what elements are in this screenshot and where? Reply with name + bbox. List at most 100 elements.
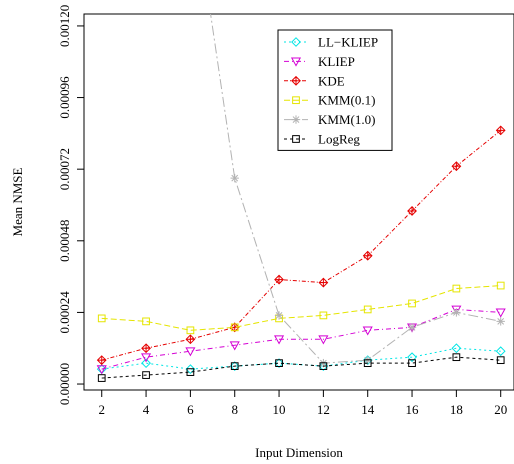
- data-point: [407, 323, 417, 332]
- data-point: [229, 361, 240, 372]
- x-tick-label: 10: [273, 402, 286, 417]
- data-point: [186, 326, 195, 335]
- y-tick-label: 0.00072: [57, 148, 72, 190]
- data-point: [274, 335, 285, 345]
- y-tick-label: 0.00096: [57, 76, 72, 119]
- x-tick-label: 16: [406, 402, 420, 417]
- data-point: [274, 274, 284, 285]
- y-axis: 0.00000 0.00024 0.00048 0.00072 0.00096 0.001…: [57, 5, 84, 405]
- y-tick-label: 0.00048: [57, 220, 72, 262]
- data-point: [185, 334, 196, 345]
- data-point: [408, 299, 416, 308]
- series-line: [101, 347, 501, 370]
- legend: LL−KLIEP KLIEP KDE KMM(0.1) KMM(1.0) LogReg: [277, 29, 393, 151]
- data-point: [97, 314, 106, 323]
- series-line: [101, 356, 501, 379]
- data-point: [452, 284, 461, 293]
- data-point: [319, 311, 328, 320]
- data-point: [142, 317, 150, 326]
- data-point: [274, 311, 284, 320]
- data-point: [407, 206, 417, 216]
- data-point: [495, 308, 506, 318]
- series-5: [97, 353, 505, 382]
- plot-frame: [83, 13, 514, 391]
- data-point: [230, 173, 239, 183]
- data-point: [407, 352, 417, 363]
- legend-box: [277, 29, 393, 151]
- data-point: [363, 359, 372, 368]
- data-point: [292, 96, 300, 105]
- data-point: [142, 371, 150, 379]
- legend-item: KMM(1.0): [284, 112, 375, 127]
- x-tick-label: 2: [98, 402, 105, 417]
- data-point: [274, 358, 284, 369]
- data-point: [495, 125, 506, 136]
- data-point: [292, 135, 300, 143]
- data-point: [495, 346, 506, 357]
- x-tick-label: 18: [450, 402, 463, 417]
- y-axis-title: Mean NMSE: [10, 167, 25, 236]
- data-point: [496, 317, 505, 326]
- legend-label: LL−KLIEP: [318, 35, 378, 50]
- series-line: [101, 308, 501, 370]
- x-axis: 2 4 6 8 10 12 14 16 18 20: [98, 390, 507, 417]
- data-point: [319, 362, 328, 370]
- x-tick-label: 20: [494, 402, 507, 417]
- data-point: [96, 355, 107, 366]
- data-point: [362, 326, 373, 336]
- legend-item: KDE: [284, 73, 345, 88]
- data-point: [318, 277, 329, 288]
- data-point: [363, 305, 372, 314]
- series-4: [210, 14, 505, 368]
- data-point: [291, 75, 301, 86]
- data-point: [496, 356, 505, 365]
- data-point: [141, 343, 151, 354]
- legend-label: KDE: [318, 73, 345, 88]
- series-line: [210, 14, 501, 364]
- data-point: [291, 115, 301, 124]
- data-point: [96, 365, 107, 375]
- data-point: [451, 343, 462, 354]
- series-line: [101, 129, 502, 361]
- x-axis-title: Input Dimension: [255, 445, 343, 460]
- data-point: [141, 358, 151, 369]
- data-point: [97, 374, 106, 382]
- series-layer: [96, 14, 506, 382]
- legend-label: KMM(0.1): [318, 93, 375, 108]
- x-tick-label: 8: [231, 402, 238, 417]
- legend-label: LogReg: [318, 132, 360, 147]
- series-2: [96, 125, 506, 366]
- data-point: [291, 37, 301, 47]
- data-point: [229, 341, 240, 351]
- x-tick-label: 6: [187, 402, 194, 417]
- data-point: [318, 335, 329, 345]
- data-point: [318, 361, 329, 372]
- data-point: [185, 347, 196, 357]
- data-point: [451, 161, 462, 172]
- series-line: [101, 285, 501, 331]
- legend-item: LL−KLIEP: [284, 35, 378, 50]
- data-point: [186, 368, 195, 376]
- y-tick-label: 0.00120: [57, 5, 72, 47]
- data-point: [452, 353, 461, 362]
- legend-item: KMM(0.1): [284, 93, 375, 108]
- y-tick-label: 0.00000: [57, 363, 72, 405]
- legend-label: KMM(1.0): [318, 112, 375, 127]
- y-tick-label: 0.00024: [57, 291, 72, 334]
- data-point: [230, 323, 239, 332]
- data-point: [290, 57, 302, 67]
- data-point: [362, 250, 373, 261]
- data-point: [408, 359, 416, 368]
- data-point: [141, 353, 152, 363]
- x-tick-label: 14: [361, 402, 375, 417]
- data-point: [275, 359, 283, 368]
- x-tick-label: 12: [317, 402, 330, 417]
- data-point: [496, 281, 505, 290]
- data-point: [452, 308, 461, 317]
- data-point: [185, 364, 196, 375]
- legend-label: KLIEP: [318, 54, 355, 69]
- legend-item: LogReg: [284, 132, 360, 147]
- legend-item: KLIEP: [284, 54, 355, 69]
- x-tick-label: 4: [143, 402, 150, 417]
